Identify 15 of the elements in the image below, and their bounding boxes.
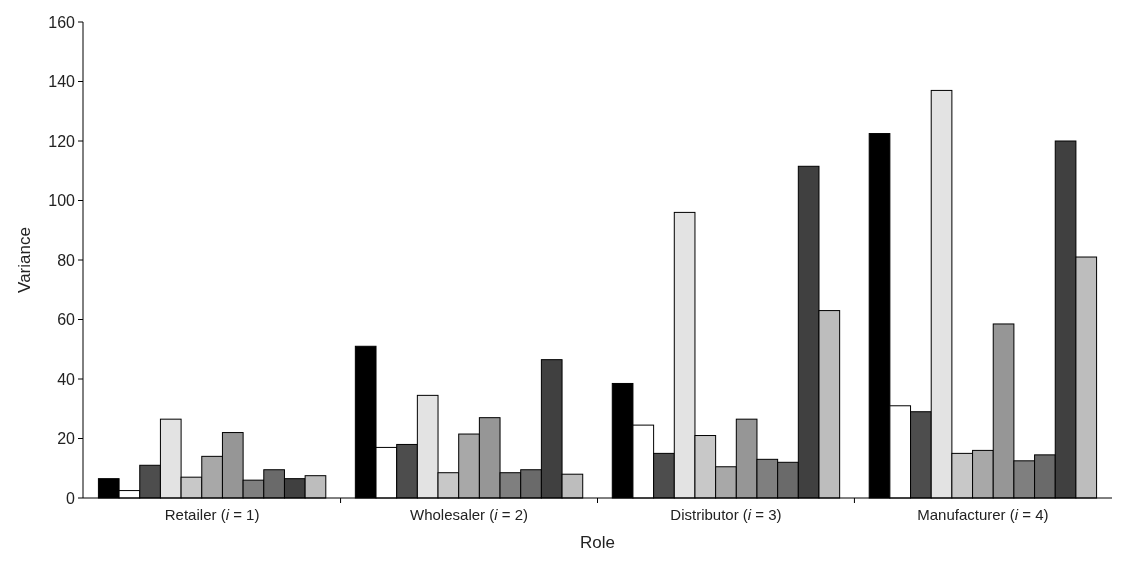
x-tick-label: Distributor (i = 3) <box>670 506 782 523</box>
x-axis-title: Role <box>580 533 615 552</box>
y-tick-label: 0 <box>66 489 76 507</box>
y-tick-label: 120 <box>48 132 76 150</box>
y-tick-label: 160 <box>48 13 76 31</box>
y-tick-label: 40 <box>57 370 76 388</box>
y-axis-title: Variance <box>15 227 34 293</box>
y-tick-label: 100 <box>48 192 76 210</box>
y-tick-label: 20 <box>57 430 76 448</box>
x-tick-label: Manufacturer (i = 4) <box>917 506 1049 523</box>
x-tick-label: Retailer (i = 1) <box>164 506 260 523</box>
y-tick-label: 80 <box>57 251 76 269</box>
y-tick-label: 140 <box>48 73 76 91</box>
y-tick-label: 60 <box>57 311 76 329</box>
x-tick-label: Wholesaler (i = 2) <box>410 506 529 523</box>
